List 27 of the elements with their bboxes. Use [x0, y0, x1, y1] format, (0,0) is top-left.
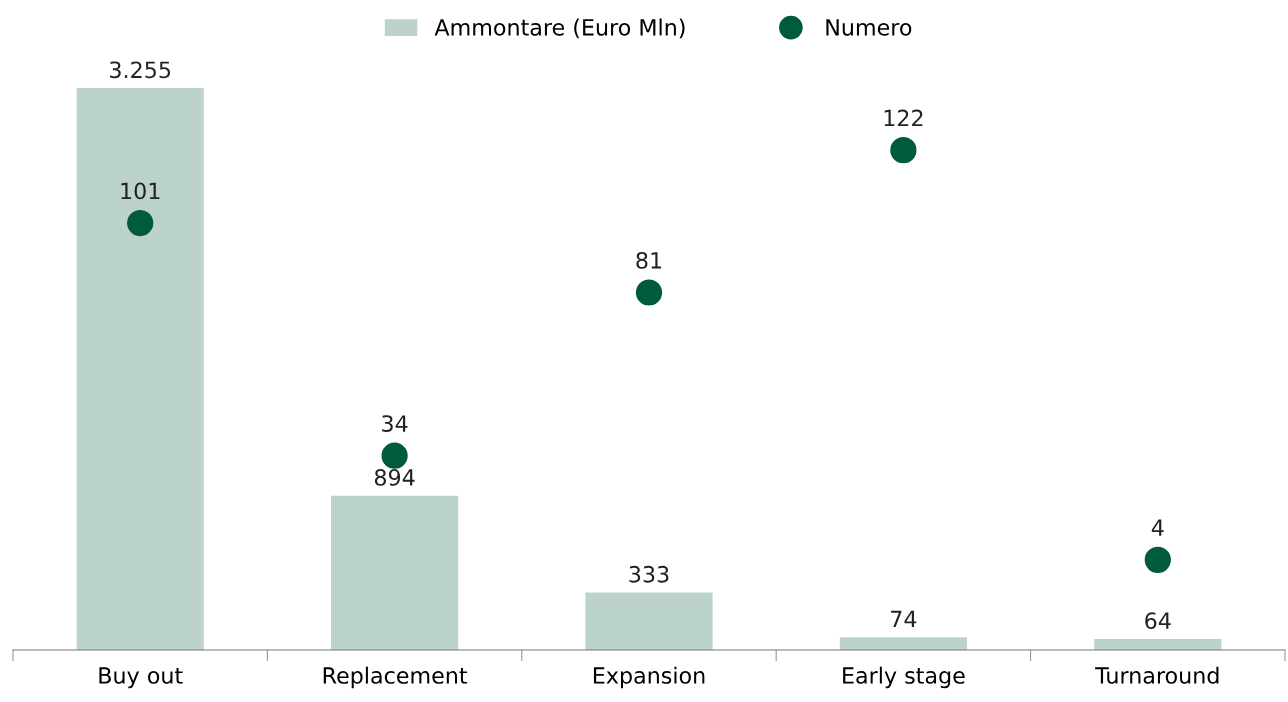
x-tick-label: Early stage [843, 666, 965, 689]
point [381, 442, 408, 469]
bar [839, 637, 967, 650]
x-tick-label: Replacement [323, 666, 468, 689]
data-label: 101 [121, 182, 160, 200]
data-label: 64 [1145, 612, 1171, 630]
bar [331, 495, 459, 650]
point [635, 279, 663, 306]
data-label: 894 [374, 469, 415, 486]
x-tick-label: Expansion [593, 666, 705, 689]
bar [585, 592, 713, 650]
data-label: 3.255 [110, 61, 171, 79]
point [127, 209, 154, 237]
data-label: 34 [382, 415, 408, 432]
legend-label: Numero [826, 19, 912, 36]
x-tick-label: Turnaround [1095, 666, 1219, 684]
data-label: 122 [884, 109, 923, 127]
bar [1094, 638, 1222, 650]
bar [76, 88, 204, 650]
point [890, 137, 917, 164]
data-label: 4 [1151, 519, 1164, 536]
data-label: 74 [891, 610, 917, 628]
point [1144, 546, 1171, 573]
x-tick-label: Buy out [99, 667, 183, 689]
data-label: 81 [636, 251, 662, 269]
legend-label: Ammontare (Euro Mln) [434, 18, 685, 39]
data-label: 333 [629, 565, 669, 583]
